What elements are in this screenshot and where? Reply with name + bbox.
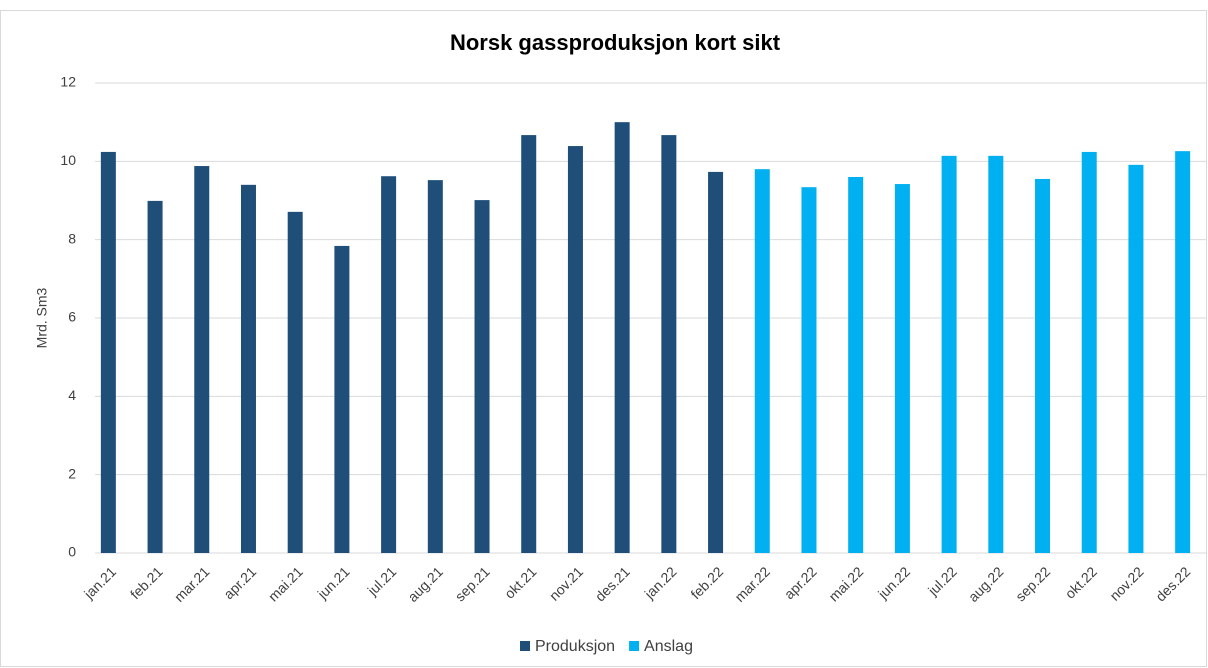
bar bbox=[1081, 151, 1097, 553]
bar bbox=[567, 146, 583, 553]
bar bbox=[427, 180, 443, 553]
bar bbox=[708, 171, 724, 554]
bar bbox=[381, 176, 397, 553]
y-tick-label: 10 bbox=[60, 152, 76, 168]
y-tick-label: 0 bbox=[68, 544, 76, 560]
bar bbox=[474, 200, 490, 553]
bar bbox=[194, 166, 210, 554]
bar bbox=[941, 155, 957, 553]
bar bbox=[848, 177, 864, 553]
bar bbox=[894, 184, 910, 554]
y-tick-label: 12 bbox=[60, 74, 76, 90]
bar bbox=[614, 122, 630, 554]
y-tick-label: 4 bbox=[68, 387, 76, 403]
y-axis-label: Mrd. Sm3 bbox=[34, 287, 50, 348]
y-tick-label: 8 bbox=[68, 230, 76, 246]
bar bbox=[801, 187, 817, 553]
bar bbox=[334, 245, 350, 553]
legend-label: Anslag bbox=[644, 638, 693, 655]
bar bbox=[1175, 151, 1191, 553]
chart-title: Norsk gassproduksjon kort sikt bbox=[450, 30, 781, 55]
bar bbox=[1035, 178, 1051, 554]
bar bbox=[661, 135, 677, 553]
bar bbox=[988, 155, 1004, 553]
legend-swatch bbox=[520, 641, 530, 651]
y-tick-label: 2 bbox=[68, 465, 76, 481]
bar bbox=[521, 135, 537, 553]
bar bbox=[754, 169, 770, 553]
bar bbox=[240, 184, 256, 554]
bar bbox=[1128, 164, 1144, 553]
y-tick-label: 6 bbox=[68, 309, 76, 325]
legend-label: Produksjon bbox=[535, 638, 615, 655]
bar bbox=[287, 211, 303, 553]
bar bbox=[147, 200, 163, 553]
legend-swatch bbox=[629, 641, 640, 651]
bar bbox=[100, 151, 116, 553]
chart-border bbox=[0, 10, 1207, 667]
